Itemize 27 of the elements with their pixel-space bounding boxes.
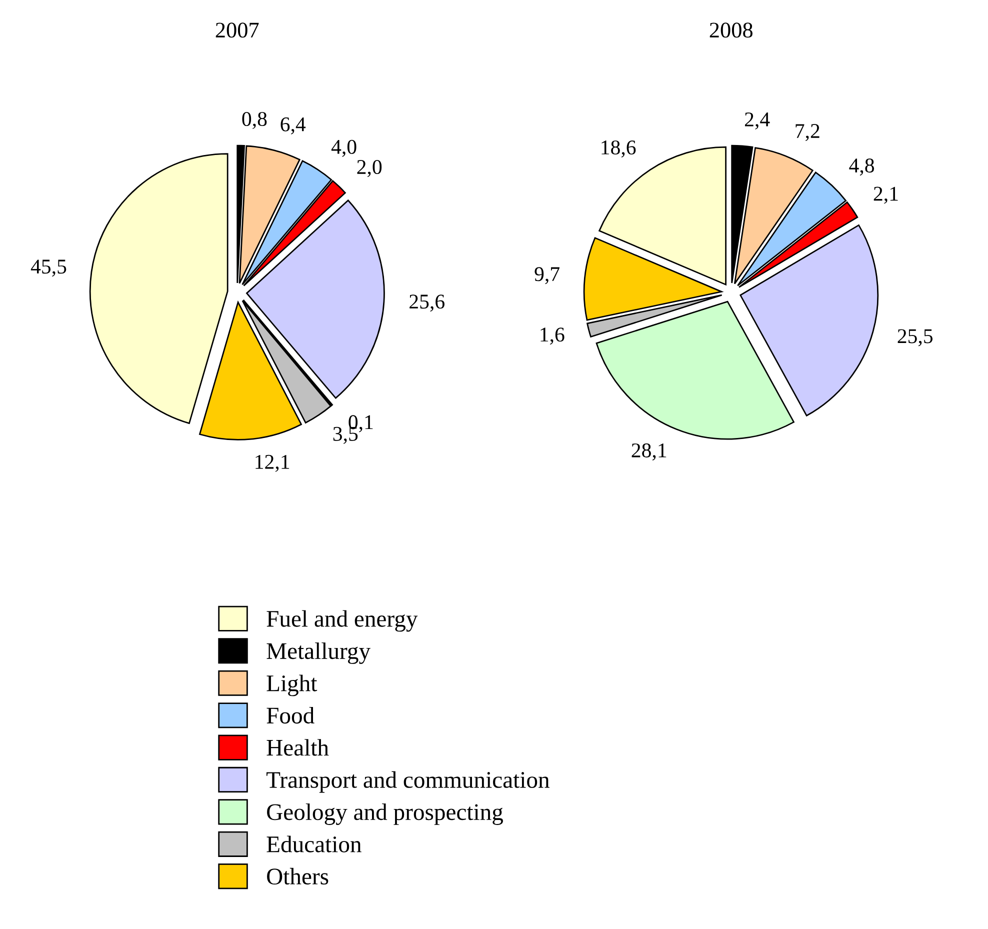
chart-title: 2007 [216, 22, 259, 38]
legend-label: Metallurgy [266, 642, 370, 664]
legend-label: Health [266, 739, 329, 756]
data-label: 25,6 [410, 294, 444, 312]
data-label: 12,1 [256, 454, 290, 472]
data-label: 2,4 [744, 112, 770, 130]
data-label: 0,8 [242, 112, 267, 130]
legend-label: Fuel and energy [266, 610, 418, 632]
data-label: 45,5 [30, 260, 66, 277]
legend-label: Food [266, 706, 314, 724]
data-label: 6,4 [280, 117, 306, 134]
data-label: 4,0 [331, 140, 356, 157]
legend-label: Light [266, 674, 318, 696]
data-label: 1,6 [540, 328, 564, 345]
data-label: 2,1 [874, 186, 898, 204]
legend-label: Others [267, 868, 328, 885]
data-label: 7,2 [796, 124, 820, 142]
chart-title: 2008 [710, 22, 752, 38]
data-label: 4,8 [849, 158, 874, 176]
data-label: 28,1 [632, 443, 666, 460]
legend-label: Transport and communication [266, 771, 550, 793]
data-label: 25,5 [898, 329, 933, 346]
legend-label: Education [266, 836, 362, 852]
data-label: 18,6 [602, 140, 636, 158]
data-label: 2,0 [357, 160, 382, 178]
legend-label: Geology and prospecting [267, 803, 503, 825]
data-label: 9,7 [534, 267, 560, 284]
